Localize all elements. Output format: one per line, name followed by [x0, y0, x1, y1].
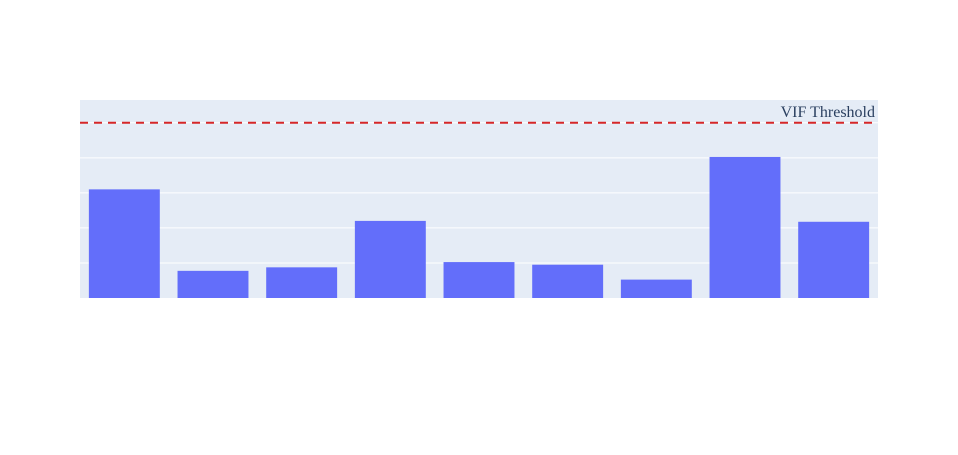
bars [88, 156, 870, 298]
bar [177, 270, 249, 298]
bar [88, 189, 160, 298]
bar [798, 221, 870, 298]
threshold-label: VIF Threshold [781, 104, 875, 121]
bar [443, 262, 515, 298]
bar [620, 279, 692, 298]
bar [709, 156, 781, 298]
bar [532, 264, 604, 298]
bar [354, 220, 426, 298]
bar [266, 267, 338, 298]
